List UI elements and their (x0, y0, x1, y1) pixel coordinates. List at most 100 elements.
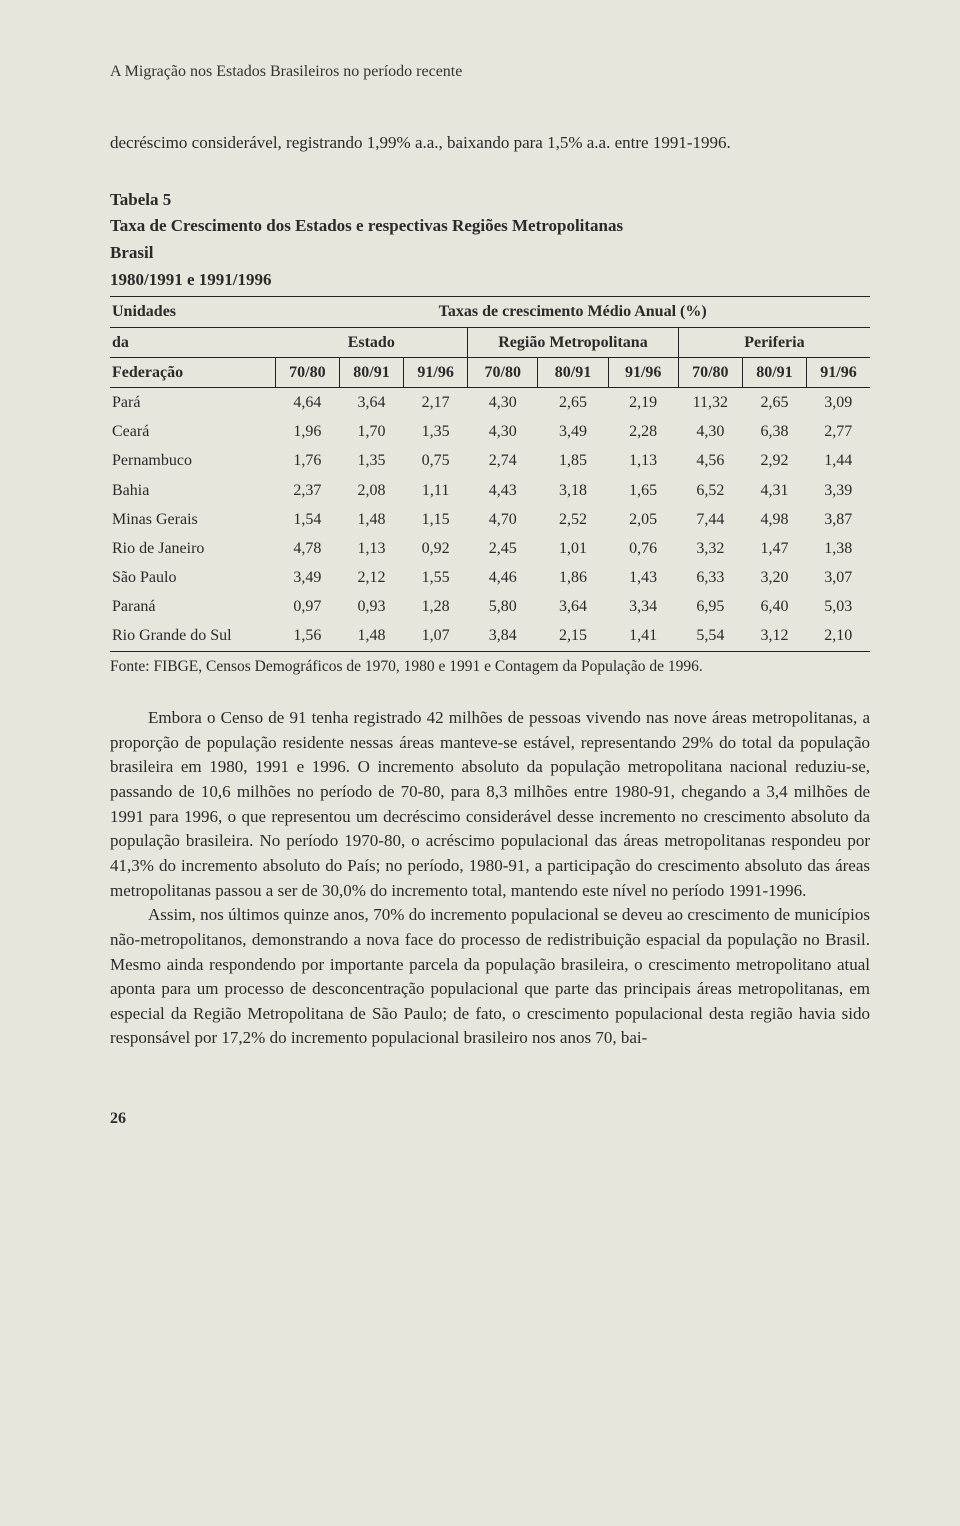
cell: 2,92 (742, 446, 806, 475)
cell: 3,20 (742, 563, 806, 592)
cell: 1,07 (404, 621, 468, 651)
cell: 4,98 (742, 505, 806, 534)
cell: 2,08 (339, 476, 403, 505)
cell: 0,93 (339, 592, 403, 621)
cell: 1,44 (807, 446, 871, 475)
cell: 0,75 (404, 446, 468, 475)
row-name: São Paulo (110, 563, 275, 592)
table-subtitle-3: 1980/1991 e 1991/1996 (110, 268, 870, 293)
table-row: Rio de Janeiro4,781,130,922,451,010,763,… (110, 534, 870, 563)
cell: 2,15 (538, 621, 608, 651)
cell: 2,45 (468, 534, 538, 563)
cell: 1,13 (339, 534, 403, 563)
row-name: Rio de Janeiro (110, 534, 275, 563)
cell: 0,76 (608, 534, 678, 563)
running-head: A Migração nos Estados Brasileiros no pe… (110, 60, 870, 83)
cell: 1,43 (608, 563, 678, 592)
cell: 1,01 (538, 534, 608, 563)
cell: 1,38 (807, 534, 871, 563)
cell: 11,32 (678, 387, 742, 417)
col-period: 80/91 (742, 357, 806, 387)
cell: 1,56 (275, 621, 339, 651)
col-period: 80/91 (339, 357, 403, 387)
cell: 2,10 (807, 621, 871, 651)
cell: 0,92 (404, 534, 468, 563)
cell: 6,95 (678, 592, 742, 621)
cell: 5,80 (468, 592, 538, 621)
cell: 4,30 (678, 417, 742, 446)
cell: 5,03 (807, 592, 871, 621)
cell: 4,43 (468, 476, 538, 505)
cell: 2,19 (608, 387, 678, 417)
row-name: Minas Gerais (110, 505, 275, 534)
cell: 1,48 (339, 621, 403, 651)
cell: 2,65 (742, 387, 806, 417)
cell: 3,34 (608, 592, 678, 621)
col-period: 91/96 (608, 357, 678, 387)
col-period: 70/80 (468, 357, 538, 387)
cell: 2,17 (404, 387, 468, 417)
cell: 3,39 (807, 476, 871, 505)
cell: 1,13 (608, 446, 678, 475)
cell: 2,52 (538, 505, 608, 534)
cell: 1,54 (275, 505, 339, 534)
growth-table: Unidades Taxas de crescimento Médio Anua… (110, 296, 870, 651)
cell: 2,12 (339, 563, 403, 592)
table-subtitle-2: Brasil (110, 241, 870, 266)
cell: 2,05 (608, 505, 678, 534)
table-row: Minas Gerais1,541,481,154,702,522,057,44… (110, 505, 870, 534)
cell: 3,49 (275, 563, 339, 592)
cell: 4,70 (468, 505, 538, 534)
cell: 3,84 (468, 621, 538, 651)
cell: 3,49 (538, 417, 608, 446)
cell: 6,40 (742, 592, 806, 621)
table-row: Bahia2,372,081,114,433,181,656,524,313,3… (110, 476, 870, 505)
col-group-regiao: Região Metropolitana (468, 327, 679, 357)
cell: 3,12 (742, 621, 806, 651)
cell: 3,64 (538, 592, 608, 621)
intro-paragraph: decréscimo considerável, registrando 1,9… (110, 131, 870, 156)
col-period: 91/96 (807, 357, 871, 387)
cell: 4,64 (275, 387, 339, 417)
cell: 1,11 (404, 476, 468, 505)
col-period: 91/96 (404, 357, 468, 387)
row-name: Bahia (110, 476, 275, 505)
body-paragraph-2: Assim, nos últimos quinze anos, 70% do i… (110, 903, 870, 1051)
table-source: Fonte: FIBGE, Censos Demográficos de 197… (110, 656, 870, 678)
cell: 1,47 (742, 534, 806, 563)
row-name: Ceará (110, 417, 275, 446)
cell: 1,48 (339, 505, 403, 534)
row-name: Pernambuco (110, 446, 275, 475)
cell: 4,56 (678, 446, 742, 475)
table-row: Rio Grande do Sul1,561,481,073,842,151,4… (110, 621, 870, 651)
col-group-periferia: Periferia (678, 327, 870, 357)
row-name: Paraná (110, 592, 275, 621)
cell: 4,30 (468, 417, 538, 446)
table-row: Pernambuco1,761,350,752,741,851,134,562,… (110, 446, 870, 475)
cell: 1,96 (275, 417, 339, 446)
table-row: Pará4,643,642,174,302,652,1911,322,653,0… (110, 387, 870, 417)
cell: 1,85 (538, 446, 608, 475)
cell: 2,37 (275, 476, 339, 505)
cell: 6,52 (678, 476, 742, 505)
row-name: Rio Grande do Sul (110, 621, 275, 651)
body-paragraph-1: Embora o Censo de 91 tenha registrado 42… (110, 706, 870, 903)
table-row: Paraná0,970,931,285,803,643,346,956,405,… (110, 592, 870, 621)
cell: 6,38 (742, 417, 806, 446)
cell: 6,33 (678, 563, 742, 592)
table-row: São Paulo3,492,121,554,461,861,436,333,2… (110, 563, 870, 592)
cell: 1,76 (275, 446, 339, 475)
cell: 3,87 (807, 505, 871, 534)
col-period: 70/80 (275, 357, 339, 387)
col-period: 80/91 (538, 357, 608, 387)
cell: 5,54 (678, 621, 742, 651)
col-unidades-l3: Federação (110, 357, 275, 387)
table-row: Ceará1,961,701,354,303,492,284,306,382,7… (110, 417, 870, 446)
cell: 1,55 (404, 563, 468, 592)
col-period: 70/80 (678, 357, 742, 387)
table-subtitle-1: Taxa de Crescimento dos Estados e respec… (110, 214, 870, 239)
cell: 1,41 (608, 621, 678, 651)
cell: 2,74 (468, 446, 538, 475)
cell: 3,32 (678, 534, 742, 563)
cell: 1,28 (404, 592, 468, 621)
